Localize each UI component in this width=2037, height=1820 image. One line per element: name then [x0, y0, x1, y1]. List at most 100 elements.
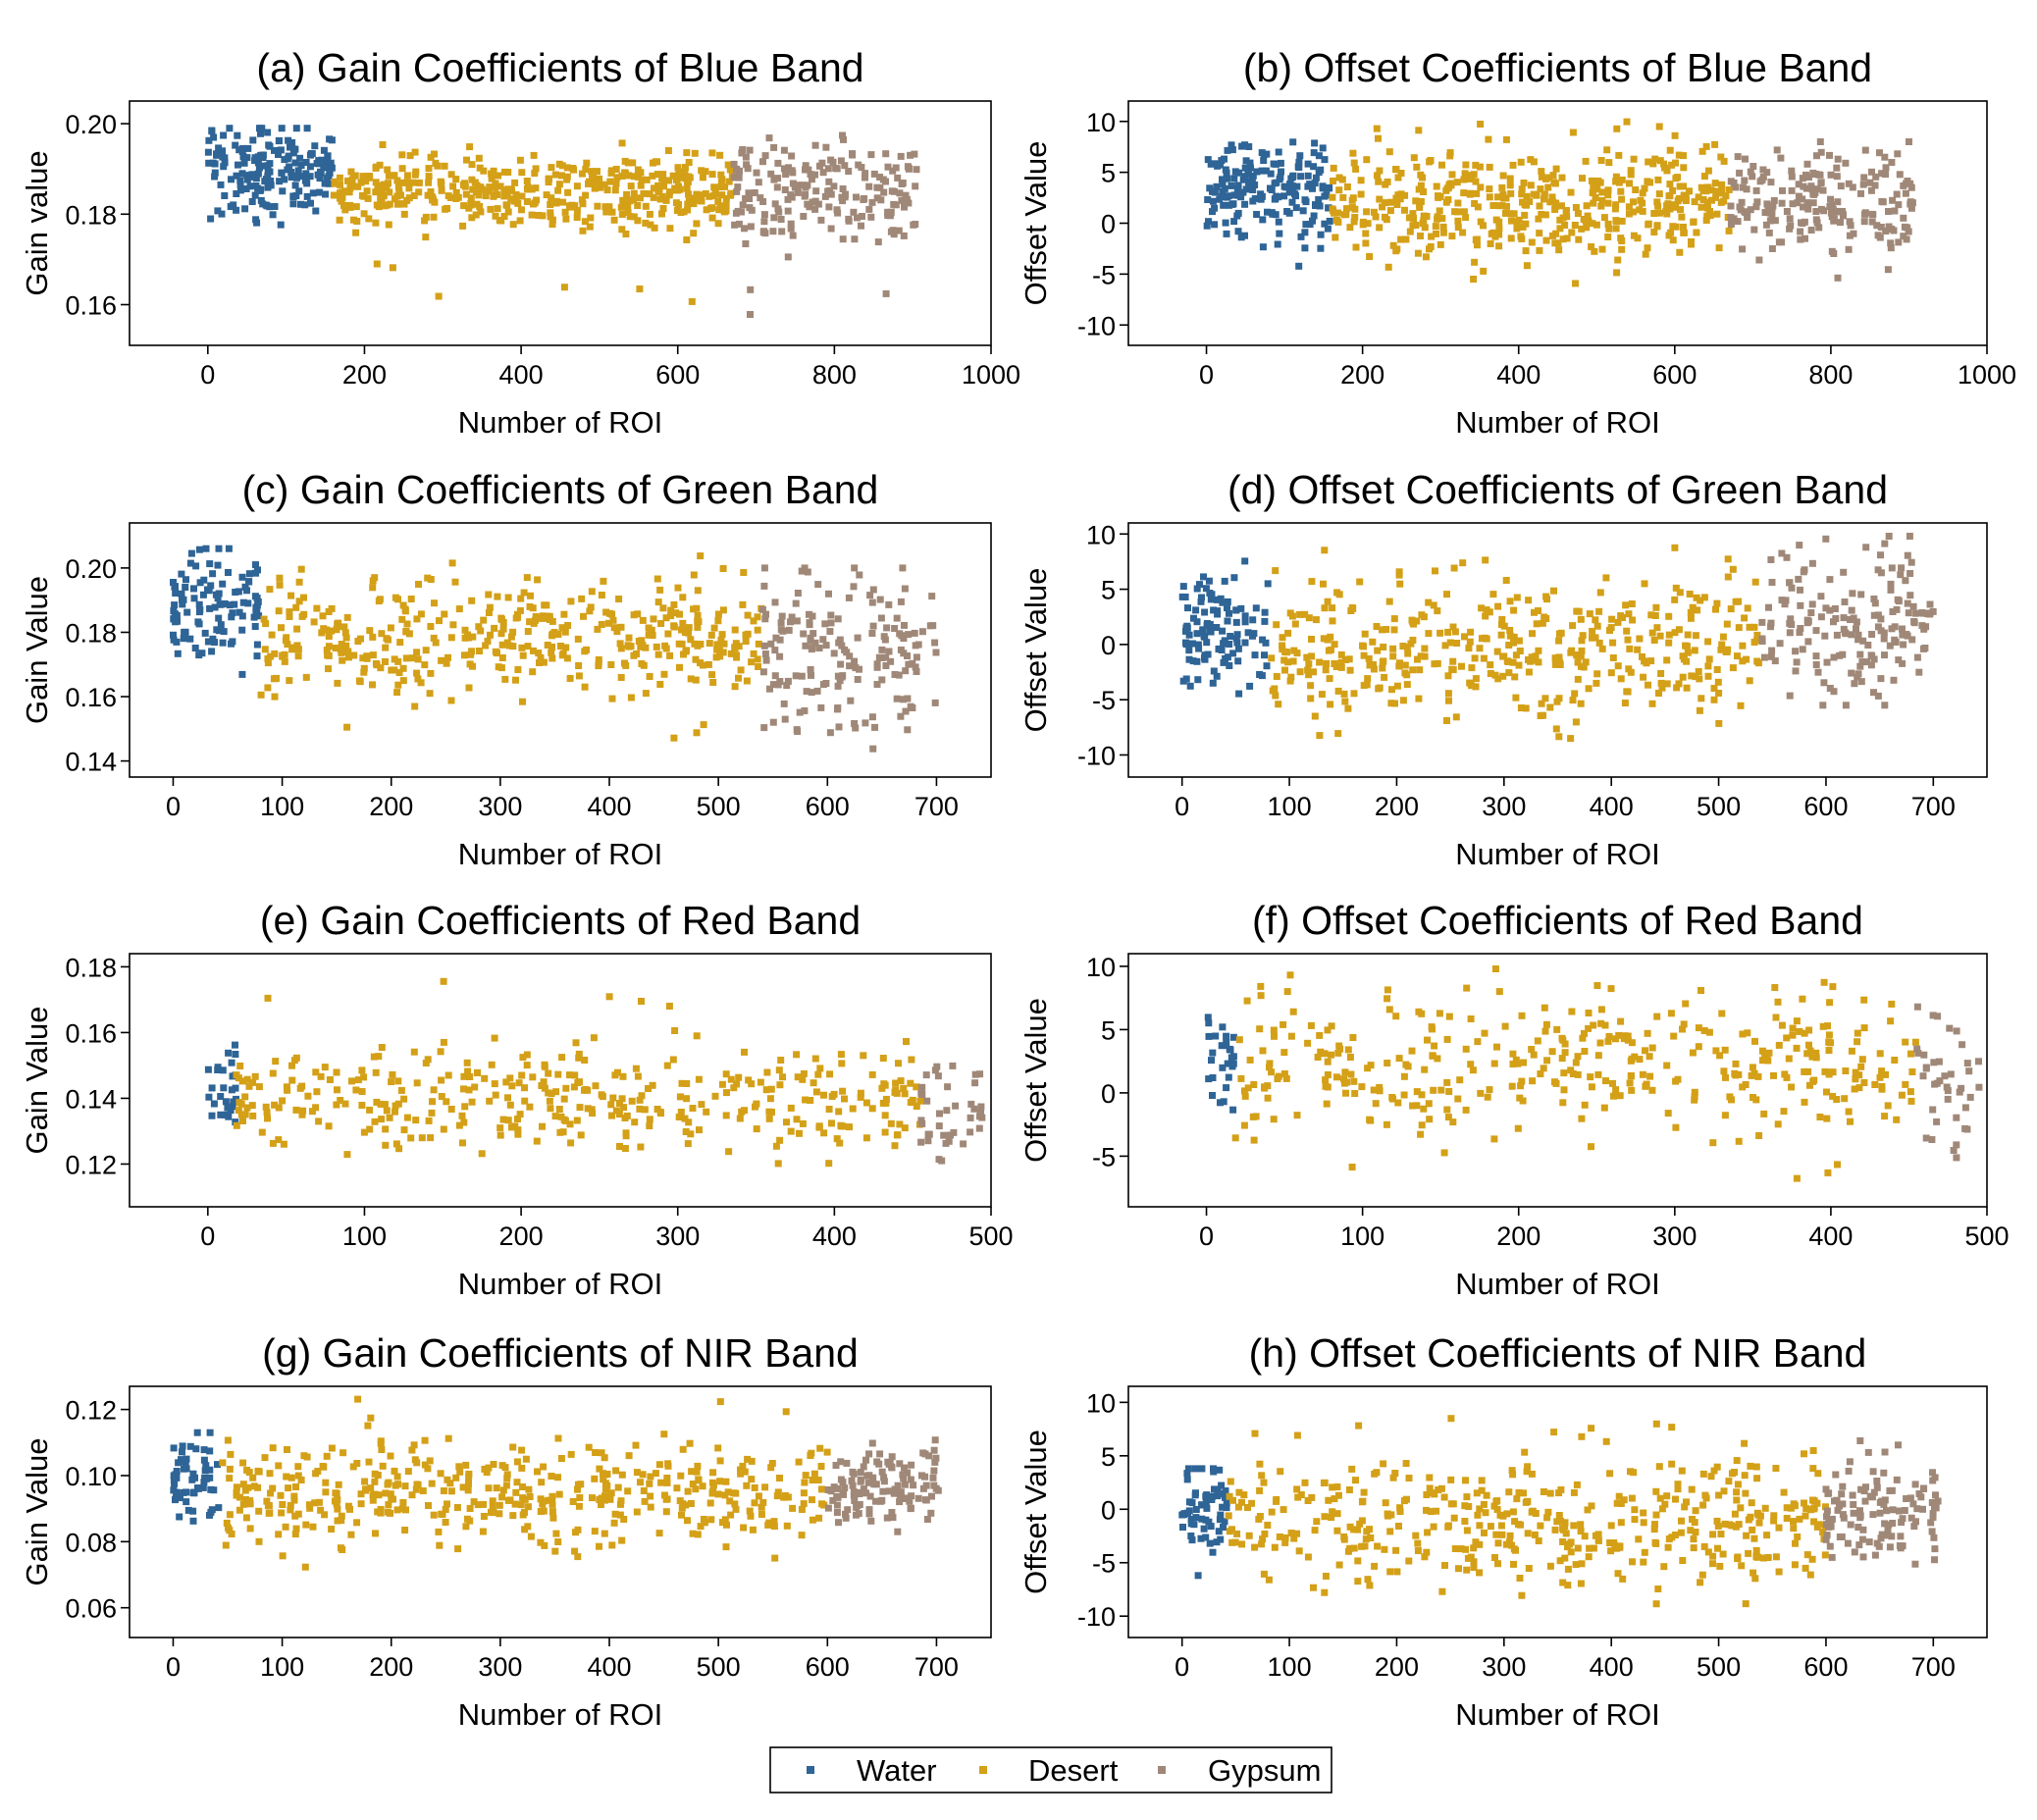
data-point — [574, 214, 581, 221]
data-point — [1525, 597, 1532, 603]
data-point — [1403, 671, 1410, 678]
data-point — [1631, 233, 1638, 239]
data-point — [809, 1496, 815, 1503]
data-point — [308, 150, 315, 157]
data-point — [311, 142, 318, 149]
data-point — [1426, 1116, 1433, 1122]
data-point — [1317, 245, 1324, 252]
data-point — [683, 149, 690, 156]
data-point — [766, 686, 773, 693]
data-point — [224, 1105, 231, 1112]
data-point — [1653, 1014, 1660, 1020]
data-point — [1936, 1077, 1943, 1084]
data-point — [1178, 1512, 1185, 1519]
data-point — [904, 696, 911, 702]
data-point — [1520, 224, 1527, 231]
data-point — [1742, 156, 1749, 163]
data-point — [192, 562, 199, 569]
data-point — [756, 641, 762, 648]
data-point — [813, 1088, 820, 1095]
data-point — [256, 165, 263, 172]
data-point — [1214, 673, 1221, 680]
data-point — [359, 654, 366, 661]
data-point — [716, 1478, 723, 1484]
data-point — [1713, 600, 1720, 607]
data-point — [837, 1122, 844, 1129]
data-point — [1680, 164, 1687, 171]
data-point — [1349, 1034, 1356, 1041]
data-point — [279, 652, 286, 659]
data-point — [1888, 1001, 1895, 1008]
data-point — [1747, 624, 1753, 631]
data-point — [1358, 177, 1365, 183]
data-point — [927, 1510, 934, 1517]
data-point — [1788, 1084, 1795, 1091]
data-point — [1292, 621, 1299, 628]
data-point — [1701, 1027, 1708, 1034]
data-point — [1417, 233, 1424, 239]
x-tick-label: 400 — [587, 792, 631, 821]
data-point — [1846, 246, 1853, 253]
data-point — [559, 162, 566, 169]
data-point — [286, 677, 292, 684]
data-point — [1280, 1049, 1287, 1056]
data-point — [1834, 173, 1841, 180]
data-point — [1848, 222, 1854, 229]
data-point — [1302, 196, 1309, 203]
data-point — [373, 1069, 380, 1076]
data-point — [1622, 601, 1629, 608]
data-point — [1698, 987, 1704, 994]
data-point — [714, 1444, 721, 1451]
data-point — [1598, 188, 1605, 195]
data-point — [456, 1122, 463, 1129]
data-point — [1626, 180, 1633, 186]
data-point — [1509, 1051, 1516, 1058]
data-point — [1553, 1026, 1560, 1033]
data-point — [1477, 1090, 1484, 1097]
data-point — [1615, 152, 1622, 159]
data-point — [1237, 1075, 1244, 1082]
data-point — [833, 1462, 840, 1469]
data-point — [1253, 1113, 1260, 1119]
data-point — [1794, 1175, 1801, 1182]
data-point — [211, 174, 218, 181]
data-point — [438, 1077, 444, 1084]
data-point — [1216, 196, 1223, 203]
data-point — [1728, 605, 1735, 612]
data-point — [1823, 1089, 1830, 1096]
data-point — [445, 1435, 452, 1442]
data-point — [393, 689, 400, 696]
data-point — [1363, 208, 1370, 215]
data-point — [531, 152, 538, 159]
data-point — [334, 1490, 340, 1497]
chart-title: (f) Offset Coefficients of Red Band — [1252, 898, 1863, 943]
data-point — [1257, 983, 1264, 990]
data-point — [1615, 619, 1622, 626]
data-point — [1415, 696, 1422, 702]
data-point — [459, 1113, 466, 1119]
data-point — [636, 1106, 643, 1113]
data-point — [739, 601, 746, 608]
data-point — [1964, 1060, 1971, 1066]
data-point — [618, 1537, 625, 1544]
data-point — [1709, 1139, 1716, 1146]
data-point — [637, 194, 644, 201]
data-point — [519, 699, 526, 705]
data-point — [776, 678, 783, 685]
data-point — [467, 1505, 474, 1512]
data-point — [1342, 1090, 1349, 1097]
data-point — [1209, 1050, 1216, 1057]
data-point — [392, 655, 398, 662]
data-point — [1718, 1531, 1725, 1537]
data-point — [1297, 668, 1304, 675]
data-point — [365, 215, 372, 222]
data-point — [1420, 188, 1427, 195]
data-point — [1226, 662, 1232, 669]
data-point — [295, 646, 302, 652]
y-tick-label: -5 — [1092, 260, 1116, 289]
data-point — [567, 675, 574, 682]
data-point — [1460, 177, 1467, 183]
data-point — [693, 656, 700, 663]
data-point — [415, 581, 422, 588]
